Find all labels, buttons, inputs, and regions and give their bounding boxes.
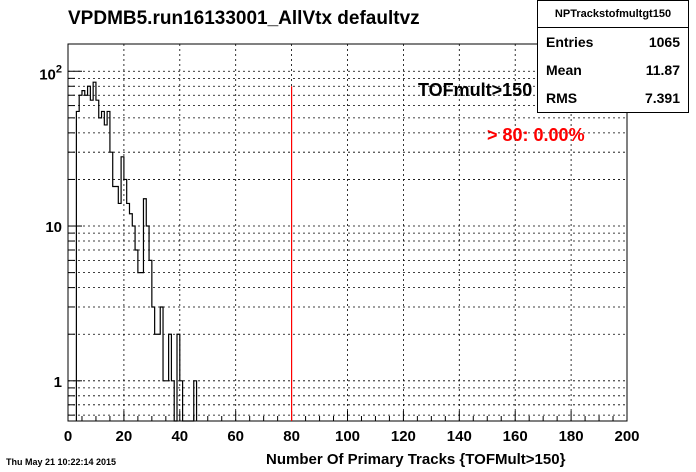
x-tick-label: 180 <box>559 428 584 445</box>
y-tick-label: 10 <box>45 219 62 236</box>
x-tick-label: 160 <box>503 428 528 445</box>
stats-entries-label: Entries <box>546 34 594 50</box>
stats-row-entries: Entries 1065 <box>538 28 688 56</box>
x-tick-label: 20 <box>116 428 133 445</box>
stats-mean-label: Mean <box>546 62 582 78</box>
stats-name: NPTrackstofmultgt150 <box>538 1 688 28</box>
y-tick-label: 102 <box>39 63 62 83</box>
histogram-outline <box>75 81 198 422</box>
stats-entries-value: 1065 <box>648 34 680 50</box>
annotation-ratio: > 80: 0.00% <box>487 125 585 145</box>
x-tick-label: 120 <box>391 428 416 445</box>
timestamp-footer: Thu May 21 10:22:14 2015 <box>6 457 117 467</box>
x-tick-label: 140 <box>447 428 472 445</box>
x-tick-label: 80 <box>283 428 300 445</box>
x-tick-label: 60 <box>227 428 244 445</box>
stats-rms-value: 7.391 <box>644 90 680 106</box>
x-tick-label: 0 <box>64 428 72 445</box>
x-axis-label: Number Of Primary Tracks {TOFMult>150} <box>266 451 566 468</box>
stats-mean-value: 11.87 <box>645 62 680 78</box>
annotation-tofmult: TOFmult>150 <box>418 80 532 100</box>
x-tick-label: 100 <box>335 428 360 445</box>
stats-row-mean: Mean 11.87 <box>538 56 688 84</box>
x-tick-label: 40 <box>171 428 188 445</box>
x-tick-label: 200 <box>614 428 639 445</box>
stats-box: NPTrackstofmultgt150 Entries 1065 Mean 1… <box>537 0 689 113</box>
stats-row-rms: RMS 7.391 <box>538 84 688 112</box>
chart-title: VPDMB5.run16133001_AllVtx defaultvz <box>68 8 420 29</box>
stats-rms-label: RMS <box>546 90 578 106</box>
y-tick-label: 1 <box>54 374 62 391</box>
